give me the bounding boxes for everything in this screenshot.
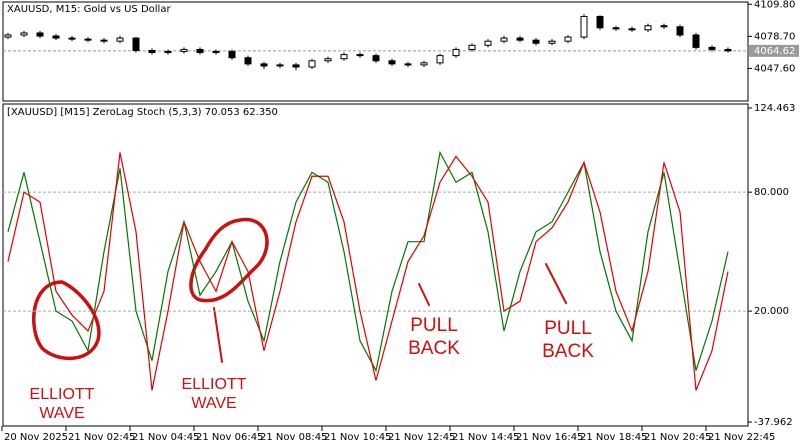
candle-body [676, 26, 684, 36]
x-tick-label: 21 Nov 14:45 [452, 432, 519, 443]
annotation: BACK [408, 338, 460, 359]
candle-body [612, 27, 620, 30]
x-tick-label: 21 Nov 20:45 [644, 432, 711, 443]
oscillator-panel [2, 103, 749, 427]
candle-body [180, 48, 188, 52]
candle-body [644, 25, 652, 31]
pointer [418, 283, 430, 306]
pointer [213, 307, 223, 363]
candle-body [356, 54, 364, 57]
y-tick-label: 4078.70 [754, 31, 795, 42]
candle-body [36, 32, 44, 37]
candle-body [484, 40, 492, 46]
candle-body [164, 51, 172, 54]
candle-body [132, 37, 140, 51]
annotation: BACK [542, 341, 594, 362]
x-tick-label: 21 Nov 22:45 [708, 432, 775, 443]
candle-body [580, 15, 588, 38]
candle-body [84, 38, 92, 41]
candle-body [340, 54, 348, 60]
pointer [545, 263, 567, 304]
y-tick-label: 4047.60 [754, 63, 795, 74]
candle-body [500, 37, 508, 42]
candle-body [436, 55, 444, 64]
candle-body [100, 39, 108, 42]
annotation: ELLIOTT [30, 386, 95, 403]
candle-body [244, 57, 252, 65]
candle-body [308, 60, 316, 68]
candle-body [212, 51, 220, 54]
candle-body [404, 63, 412, 66]
y-tick-label: -37.962 [754, 417, 793, 428]
candle-body [228, 51, 236, 59]
x-tick-label: 20 Nov 2025 [4, 432, 68, 443]
candle-body [468, 44, 476, 50]
candle-body [516, 37, 524, 41]
candle-body [420, 62, 428, 66]
candle-body [68, 37, 76, 40]
x-tick-label: 21 Nov 08:45 [260, 432, 327, 443]
candle-body [196, 48, 204, 54]
candle-body [4, 34, 12, 38]
x-tick-label: 21 Nov 10:45 [324, 432, 391, 443]
oscillator-title: [XAUUSD] [M15] ZeroLag Stoch (5,3,3) 70.… [7, 107, 278, 118]
annotation: WAVE [191, 395, 236, 412]
candle-body [564, 36, 572, 42]
x-tick-label: 21 Nov 04:45 [132, 432, 199, 443]
hand-drawn-marks [31, 217, 567, 363]
stoch-line [7, 152, 729, 391]
candle-body [452, 48, 460, 57]
candle-body [260, 63, 268, 67]
y-tick-label: 124.463 [754, 103, 795, 114]
candle-body [52, 35, 60, 39]
stoch-line [7, 150, 729, 373]
y-tick-label: 20.000 [754, 306, 789, 317]
candle-body [596, 15, 604, 29]
annotation: ELLIOTT [182, 376, 247, 393]
y-tick-label: 4109.80 [754, 0, 795, 10]
candle-body [20, 32, 28, 36]
price-panel [2, 1, 749, 102]
circle [31, 280, 101, 361]
x-tick-label: 21 Nov 02:45 [68, 432, 135, 443]
candle-body [324, 58, 332, 62]
candle-body [692, 34, 700, 48]
candle-body [116, 37, 124, 42]
candle-body [628, 28, 636, 31]
candle-body [292, 64, 300, 68]
candle-body [708, 46, 716, 50]
candle-body [548, 40, 556, 44]
candle-body [148, 49, 156, 54]
x-tick-label: 21 Nov 18:45 [580, 432, 647, 443]
circle [189, 217, 269, 303]
candle-body [276, 64, 284, 67]
candle-body [724, 48, 732, 52]
price-title: XAUUSD, M15: Gold vs US Dollar [7, 4, 171, 15]
annotation: PULL [544, 318, 592, 339]
annotation: PULL [410, 315, 458, 336]
candle-body [388, 60, 396, 65]
x-tick-label: 21 Nov 12:45 [388, 432, 455, 443]
candle-body [532, 39, 540, 44]
x-tick-label: 21 Nov 06:45 [196, 432, 263, 443]
x-tick-label: 21 Nov 16:45 [516, 432, 583, 443]
candle-body [372, 55, 380, 62]
annotation: WAVE [39, 405, 84, 422]
candle-body [660, 25, 668, 28]
current-price-box [749, 44, 799, 57]
current-price-label: 4064.62 [754, 46, 795, 57]
y-tick-label: 80.000 [754, 187, 789, 198]
